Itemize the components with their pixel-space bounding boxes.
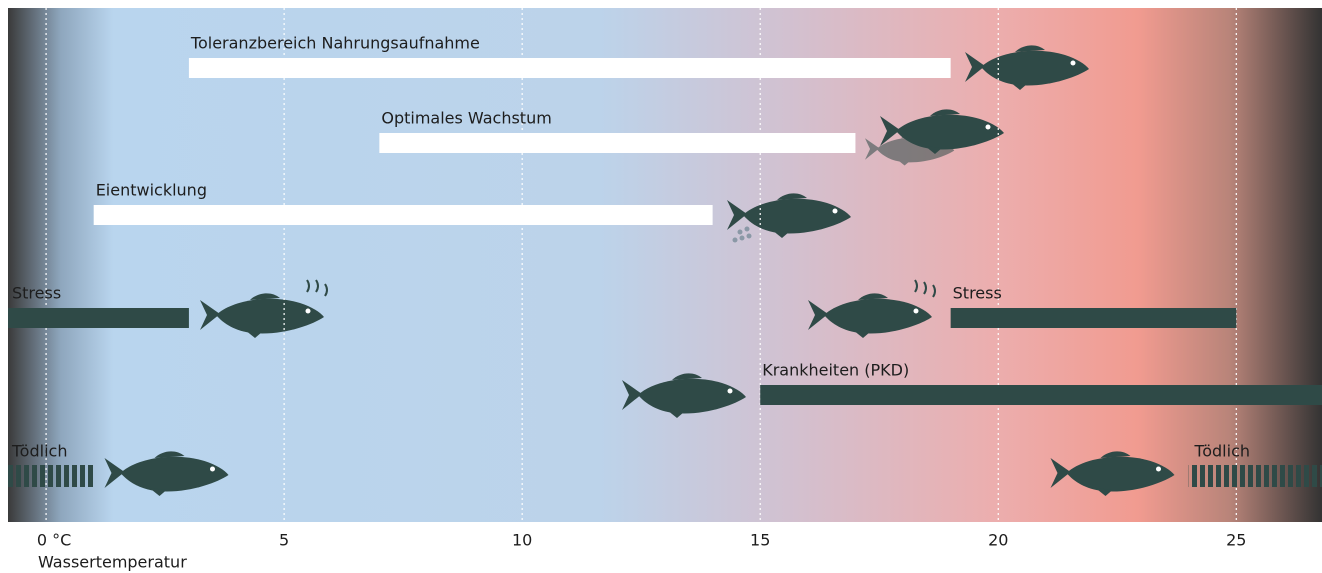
x-tick-label: 0 °C (37, 531, 71, 550)
bar-label: Krankheiten (PKD) (762, 361, 909, 380)
bar-label: Stress (12, 284, 61, 303)
fish-icons (104, 45, 1175, 496)
eggs-icon (732, 226, 752, 243)
x-axis-label: Wassertemperatur (38, 553, 187, 572)
background (8, 8, 1322, 522)
range-bar (93, 205, 713, 225)
x-tick-label: 20 (988, 531, 1008, 550)
bar-label: Stress (953, 284, 1002, 303)
x-tick-label: 10 (512, 531, 532, 550)
range-bar (8, 308, 189, 328)
range-bar (379, 133, 856, 153)
range-bar (8, 465, 94, 487)
range-bar (1188, 465, 1322, 487)
steam-icon (306, 279, 936, 298)
range-bar (950, 308, 1237, 328)
bar-label: Tödlich (1194, 442, 1250, 461)
bar-label: Optimales Wachstum (381, 109, 551, 128)
x-tick-label: 25 (1226, 531, 1246, 550)
x-tick-label: 15 (750, 531, 770, 550)
x-tick-label: 5 (279, 531, 289, 550)
range-bar (188, 58, 951, 78)
bar-label: Toleranzbereich Nahrungsaufnahme (190, 34, 480, 53)
bar-label: Eientwicklung (96, 181, 207, 200)
range-bar (760, 385, 1322, 405)
bar-label: Tödlich (11, 442, 67, 461)
